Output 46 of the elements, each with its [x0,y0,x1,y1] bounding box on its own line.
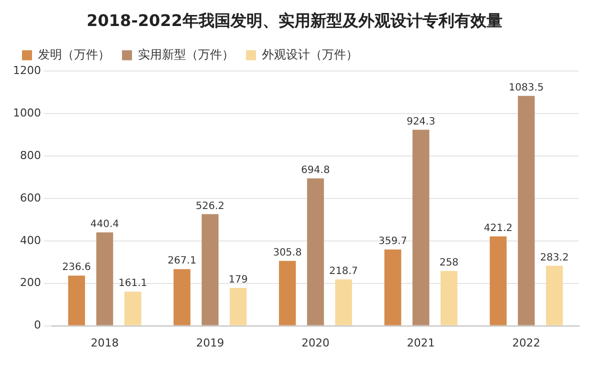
bar [546,266,563,326]
bar [440,271,458,326]
x-tick-label: 2019 [196,336,224,350]
data-label: 1083.5 [508,82,544,94]
bar [174,269,190,326]
x-tick-label: 2022 [512,336,540,350]
data-label: 161.1 [118,278,148,290]
bar [68,276,86,326]
y-tick-label: 800 [20,148,41,162]
chart-title: 2018-2022年我国发明、实用新型及外观设计专利有效量 [86,10,502,30]
data-label: 236.6 [62,262,91,274]
bar [412,130,430,326]
bar [307,178,324,326]
x-tick-label: 2021 [406,336,435,350]
bar [202,214,219,326]
data-label: 258 [439,258,459,269]
bar [96,232,114,326]
legend-label: 发明（万件） [38,47,110,62]
x-tick-label: 2018 [90,336,119,350]
bar [124,292,142,326]
bar [384,249,402,326]
bar [490,236,507,326]
data-label: 440.4 [90,218,120,230]
y-tick-label: 600 [20,191,41,204]
data-label: 283.2 [540,252,569,264]
x-tick-label: 2020 [301,336,330,350]
data-label: 218.7 [329,266,358,277]
bar [230,288,247,326]
data-label: 179 [228,274,248,286]
data-label: 305.8 [273,248,302,259]
legend-label: 实用新型（万件） [138,47,234,62]
data-label: 694.8 [301,164,330,176]
legend-label: 外观设计（万件） [262,47,358,62]
y-tick-label: 0 [34,318,41,332]
data-label: 924.3 [406,116,436,128]
y-tick-label: 200 [20,276,41,290]
data-label: 267.1 [168,256,196,267]
data-label: 526.2 [196,200,224,212]
data-label: 359.7 [378,236,408,248]
data-label: 421.2 [484,223,513,234]
bar [518,96,535,326]
y-tick-label: 400 [20,234,41,247]
y-tick-label: 1200 [12,64,41,78]
bar [278,260,296,326]
bar [335,279,352,326]
y-tick-label: 1000 [12,106,41,120]
